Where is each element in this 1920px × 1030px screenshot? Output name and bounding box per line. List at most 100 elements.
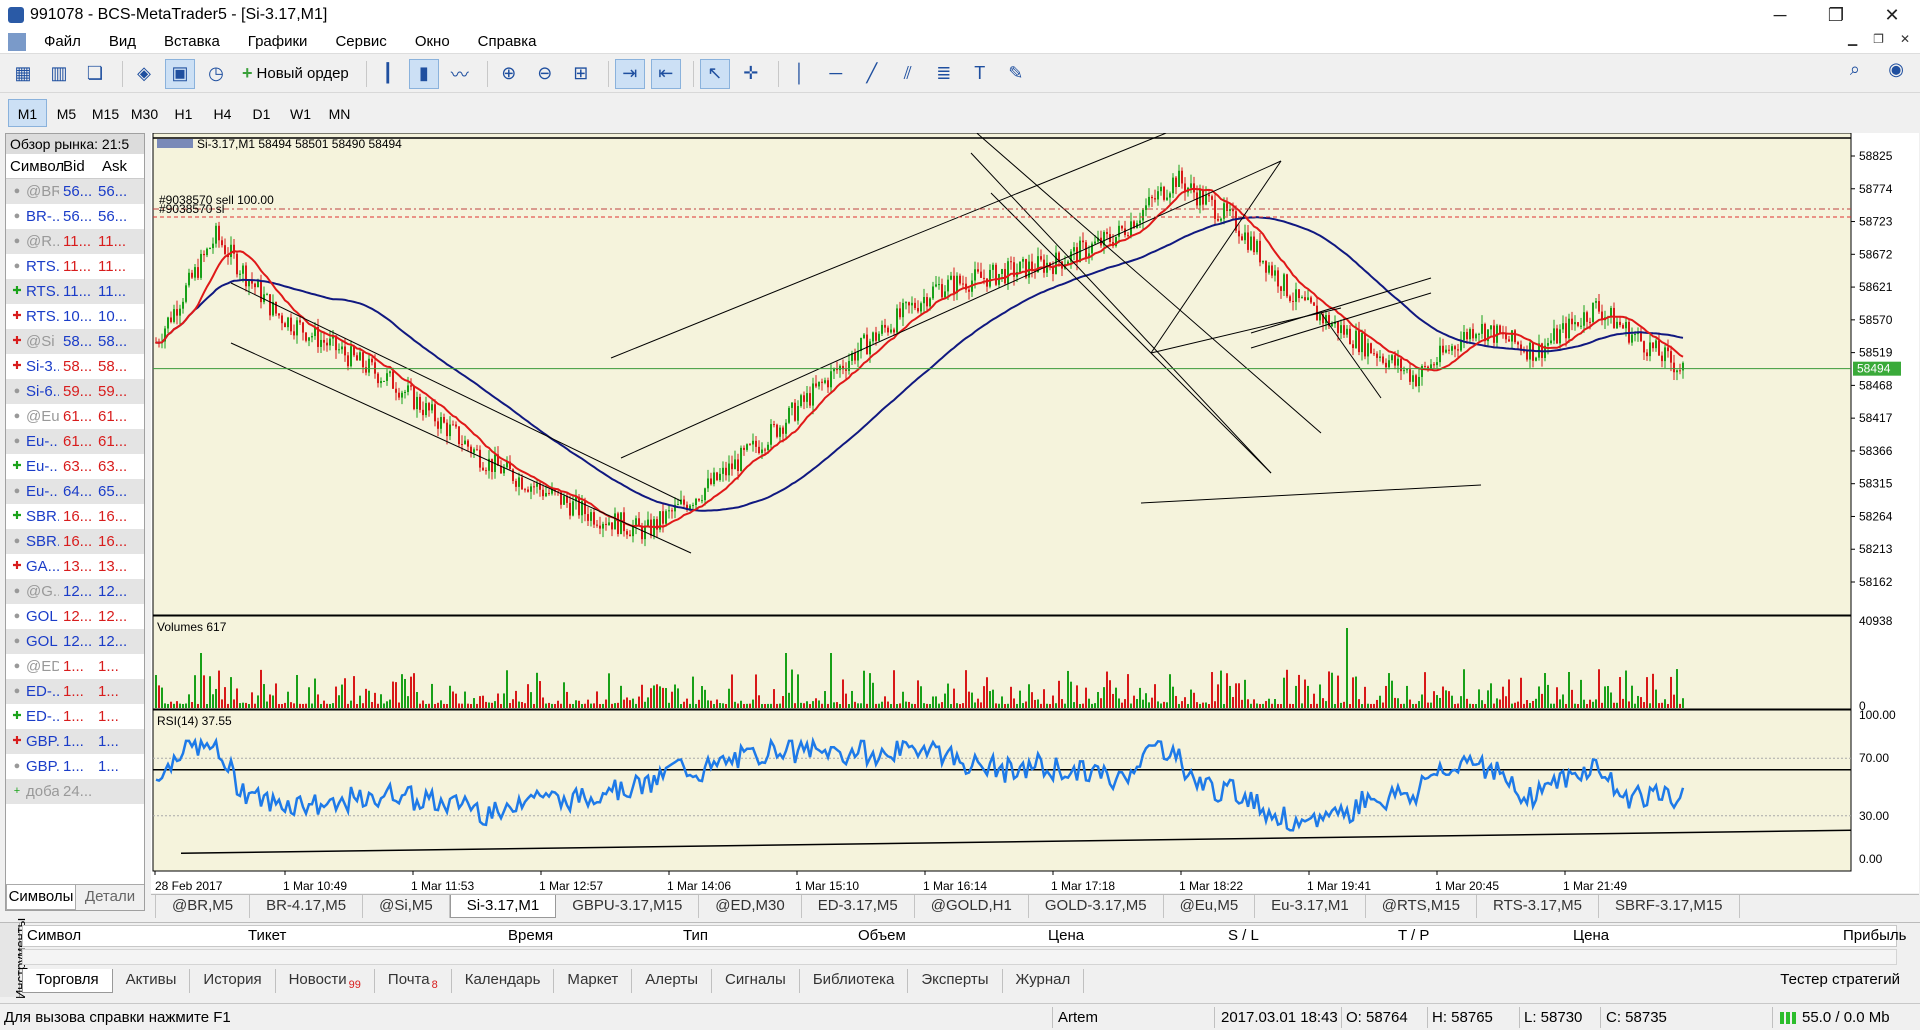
account-icon[interactable]: ◉ xyxy=(1888,59,1904,79)
chart-tab[interactable]: @ED,M30 xyxy=(699,895,802,918)
zoom-in-icon[interactable]: ⊕ xyxy=(501,63,517,83)
trade-col-header[interactable]: Цена xyxy=(1048,927,1085,944)
tile-windows-icon[interactable]: ⊞ xyxy=(573,63,589,83)
trade-col-header[interactable]: T / P xyxy=(1398,927,1430,944)
chart-tab[interactable]: @GOLD,H1 xyxy=(915,895,1029,918)
trendline[interactable] xyxy=(610,122,1192,359)
chart-tab[interactable]: @Si,M5 xyxy=(363,895,450,918)
trendline[interactable] xyxy=(230,282,682,502)
chart-tab[interactable]: @BR,M5 xyxy=(156,895,251,918)
menu-item-6[interactable]: Справка xyxy=(477,32,537,50)
toolbox-tab[interactable]: Сигналы xyxy=(712,969,800,993)
chart-tab[interactable]: BR-4.17,M5 xyxy=(250,895,364,918)
timeframe-m1[interactable]: M1 xyxy=(8,99,47,127)
crosshair-icon[interactable]: ✛ xyxy=(743,63,759,83)
algo-trading-icon[interactable]: ▣ xyxy=(165,58,195,89)
toolbox-tab[interactable]: Журнал xyxy=(1003,969,1085,993)
market-watch-row[interactable]: ●GOL...12...12... xyxy=(6,629,144,654)
timeframe-w1[interactable]: W1 xyxy=(290,106,311,122)
trade-col-header[interactable]: Символ xyxy=(27,927,82,944)
chart-tab[interactable]: SBRF-3.17,M15 xyxy=(1599,895,1740,918)
mdi-minimize-icon[interactable]: ▁ xyxy=(1847,32,1858,46)
market-watch-row[interactable]: ●Si-6...59...59... xyxy=(6,379,144,404)
search-icon[interactable]: ⌕ xyxy=(1849,59,1860,79)
fibonacci-icon[interactable]: ≣ xyxy=(936,63,952,83)
chart-tab[interactable]: Eu-3.17,M1 xyxy=(1255,895,1366,918)
chart-tab[interactable]: @Eu,M5 xyxy=(1164,895,1256,918)
minimize-button[interactable]: ─ xyxy=(1773,5,1787,25)
market-watch-row[interactable]: ● Eu-... 64... 65... xyxy=(6,479,144,504)
trendline[interactable] xyxy=(230,342,692,554)
price-chart[interactable]: Si-3.17,M1 58494 58501 58490 58494 #90385… xyxy=(151,122,1919,893)
trade-col-header[interactable]: Тип xyxy=(683,927,709,944)
trendline[interactable] xyxy=(990,192,1272,474)
trendline[interactable] xyxy=(970,152,1272,474)
horizontal-scrollbar[interactable] xyxy=(22,949,1897,965)
trade-col-header[interactable]: Цена xyxy=(1573,927,1610,944)
new-order-button[interactable]: + Новый ордер xyxy=(242,63,349,83)
col-ask[interactable]: Ask xyxy=(102,158,128,175)
market-watch-row[interactable]: ✚ Eu-... 63... 63... xyxy=(6,454,144,479)
market-watch-row[interactable]: ✚ED-...1...1... xyxy=(6,704,144,729)
toolbox-tab[interactable]: Маркет xyxy=(554,969,633,993)
auto-scroll-icon[interactable]: ⇥ xyxy=(614,58,645,89)
timeframe-h1[interactable]: H1 xyxy=(174,106,193,122)
zoom-out-icon[interactable]: ⊖ xyxy=(537,63,553,83)
timeframe-m5[interactable]: M5 xyxy=(56,106,77,122)
tab-symbols[interactable]: Символы xyxy=(6,885,76,910)
candlestick-icon[interactable]: ▮ xyxy=(408,58,439,89)
trendline[interactable] xyxy=(620,160,1282,459)
chart-tab[interactable]: GOLD-3.17,M5 xyxy=(1029,895,1164,918)
market-watch-row[interactable]: ✚RTS...10...10... xyxy=(6,304,144,329)
text-label-icon[interactable]: T xyxy=(974,63,986,83)
trade-col-header[interactable]: Время xyxy=(508,927,554,944)
col-bid[interactable]: Bid xyxy=(63,158,85,175)
menu-item-5[interactable]: Окно xyxy=(414,32,450,50)
market-watch-row[interactable]: ●@R...11...11... xyxy=(6,229,144,254)
market-watch-row[interactable]: ●RTS...11...11... xyxy=(6,254,144,279)
market-watch-row[interactable]: ✚Si-3...58...58... xyxy=(6,354,144,379)
menu-item-3[interactable]: Графики xyxy=(247,32,308,50)
copy-chart-icon[interactable]: ❏ xyxy=(86,63,104,83)
strategy-tester-button[interactable]: Тестер стратегий xyxy=(1780,971,1900,988)
history-clock-icon[interactable]: ◷ xyxy=(208,63,224,83)
toolbox-tab[interactable]: Библиотека xyxy=(800,969,909,993)
close-button[interactable]: ✕ xyxy=(1884,5,1900,25)
col-symbol[interactable]: Символ xyxy=(10,158,65,175)
market-watch-row[interactable]: ●@G...12...12... xyxy=(6,579,144,604)
timeframe-h4[interactable]: H4 xyxy=(213,106,232,122)
market-watch-row[interactable]: ●ED-...1...1... xyxy=(6,679,144,704)
mdi-restore-icon[interactable]: ❐ xyxy=(1873,32,1884,46)
chart-tab[interactable]: ED-3.17,M5 xyxy=(802,895,915,918)
status-profile[interactable]: Artem xyxy=(1058,1009,1099,1026)
chart-doc-icon[interactable] xyxy=(8,32,26,51)
menu-item-4[interactable]: Сервис xyxy=(335,32,387,50)
market-watch-row[interactable]: ✚SBR...16...16... xyxy=(6,504,144,529)
market-watch-row[interactable]: ✚ @Si 58... 58... xyxy=(6,329,144,354)
trendline[interactable] xyxy=(1250,277,1432,334)
chart-tab[interactable]: RTS-3.17,M5 xyxy=(1477,895,1599,918)
new-chart-icon[interactable]: ▦ xyxy=(14,63,32,83)
timeframe-mn[interactable]: MN xyxy=(328,106,351,122)
vertical-line-icon[interactable]: │ xyxy=(794,63,806,83)
horizontal-line-icon[interactable]: ─ xyxy=(829,63,843,83)
trade-col-header[interactable]: Тикет xyxy=(248,927,287,944)
toolbox-tab[interactable]: История xyxy=(190,969,276,993)
menu-item-1[interactable]: Вид xyxy=(108,32,137,50)
trendline[interactable] xyxy=(1140,484,1482,504)
profiles-icon[interactable]: ▥ xyxy=(50,63,68,83)
trendline[interactable] xyxy=(970,127,1322,434)
maximize-button[interactable]: ❐ xyxy=(1827,5,1845,25)
market-watch-row[interactable]: ● @BR 56... 56... xyxy=(6,179,144,204)
toolbox-tab[interactable]: Календарь xyxy=(452,969,555,993)
rsi-trendline[interactable] xyxy=(180,829,1852,854)
toolbox-tab[interactable]: Эксперты xyxy=(908,969,1003,993)
toolbox-tab[interactable]: Активы xyxy=(113,969,191,993)
trendline-icon[interactable]: ╱ xyxy=(866,63,878,83)
timeframe-m30[interactable]: M30 xyxy=(130,106,159,122)
toolbox-tab[interactable]: Новости 99 xyxy=(276,969,375,993)
chart-tab[interactable]: Si-3.17,M1 xyxy=(449,895,557,918)
equidistant-channel-icon[interactable]: ⫽ xyxy=(903,63,912,83)
tab-details[interactable]: Детали xyxy=(84,888,136,905)
market-watch-row[interactable]: ● @Eu 61... 61... xyxy=(6,404,144,429)
